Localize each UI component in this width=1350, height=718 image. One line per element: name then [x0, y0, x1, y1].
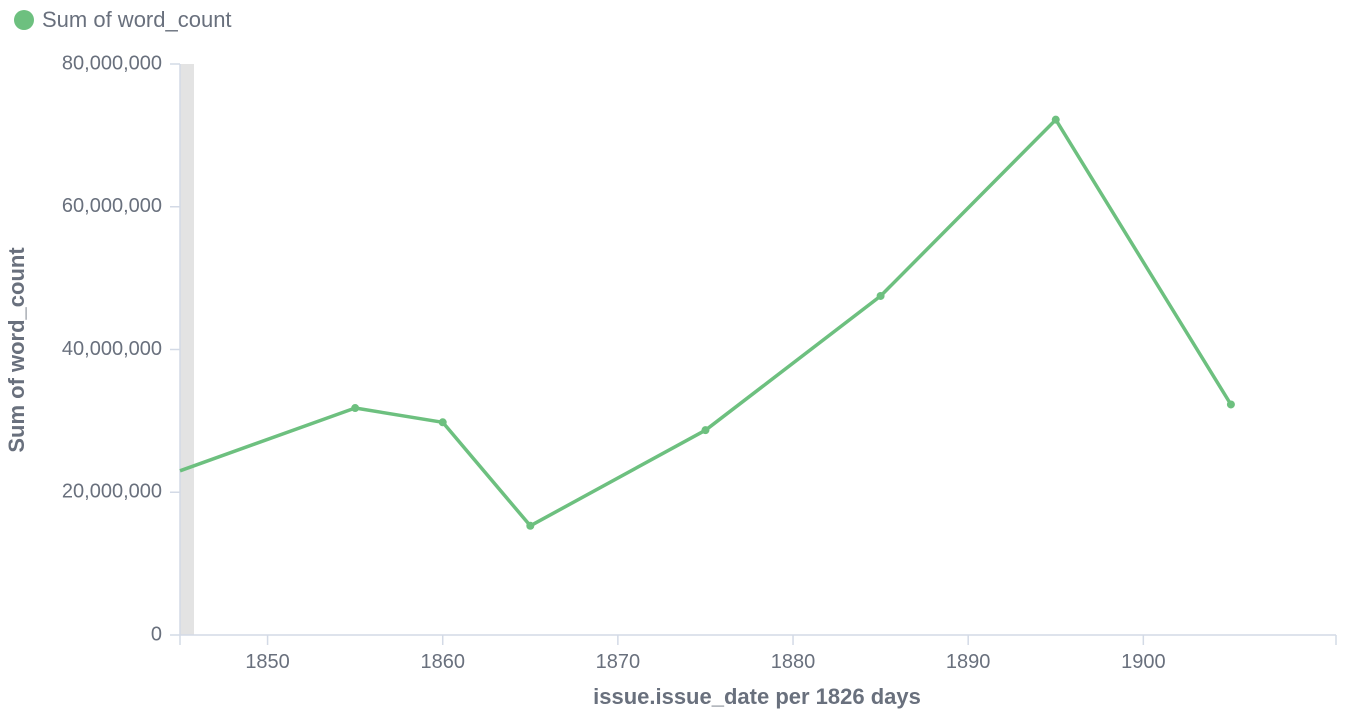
data-point[interactable] — [876, 291, 885, 300]
data-points — [351, 115, 1235, 530]
x-tick-label: 1880 — [771, 651, 816, 673]
y-tick-label: 20,000,000 — [62, 481, 162, 503]
y-tick-label: 40,000,000 — [62, 338, 162, 360]
legend-item[interactable]: Sum of word_count — [14, 6, 232, 34]
x-axis-ticks: 1850 1860 1870 1880 1890 1900 — [179, 635, 1337, 673]
y-axis-ticks: 0 20,000,000 40,000,000 60,000,000 80,000,00… — [62, 52, 180, 645]
data-point[interactable] — [526, 521, 535, 530]
x-tick-label: 1860 — [420, 651, 465, 673]
data-point[interactable] — [701, 426, 710, 435]
y-tick-label: 80,000,000 — [62, 52, 162, 74]
highlight-band — [180, 64, 194, 635]
legend-label: Sum of word_count — [42, 7, 232, 32]
x-tick-label: 1850 — [245, 651, 290, 673]
x-tick-label: 1900 — [1121, 651, 1166, 673]
x-axis-title: issue.issue_date per 1826 days — [593, 684, 921, 709]
y-tick-label: 60,000,000 — [62, 195, 162, 217]
legend-dot-icon — [14, 10, 34, 30]
series-line — [179, 117, 1233, 528]
x-tick-label: 1890 — [946, 651, 991, 673]
y-tick-label: 0 — [151, 623, 162, 645]
data-point[interactable] — [1226, 400, 1235, 409]
x-tick-label: 1870 — [596, 651, 641, 673]
data-point[interactable] — [438, 418, 447, 427]
data-point[interactable] — [1051, 115, 1060, 124]
y-axis-title: Sum of word_count — [4, 247, 29, 453]
data-point[interactable] — [351, 404, 360, 413]
